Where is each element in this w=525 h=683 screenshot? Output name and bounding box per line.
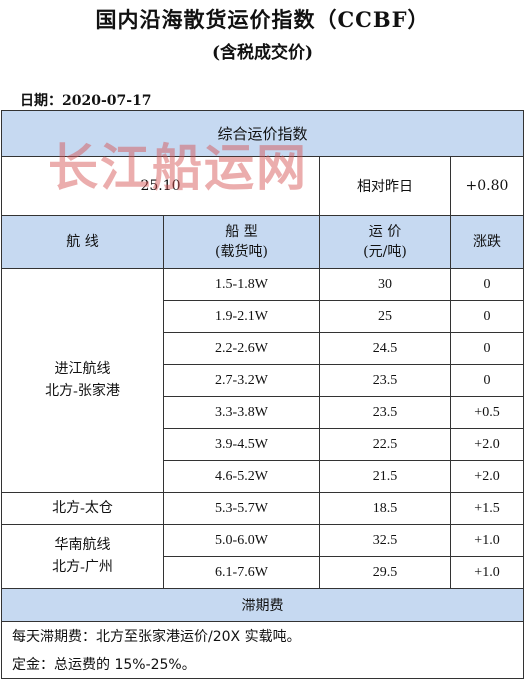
price-cell: 24.5 — [319, 332, 451, 365]
col-header-price-line2: (元/吨) — [363, 244, 407, 260]
table-row: 6.1-7.6W 29.5 +1.0 — [2, 556, 525, 589]
col-header-route: 航 线 — [1, 215, 164, 269]
price-cell: 30 — [319, 268, 451, 301]
route-name: 华南航线 — [54, 537, 111, 553]
change-cell: +1.0 — [449, 556, 525, 589]
deposit-note: 定金：总运费的 15%-25%。 — [0, 650, 525, 679]
ship-type-cell: 5.0-6.0W — [163, 524, 320, 557]
price-cell: 21.5 — [319, 460, 451, 493]
change-cell: 0 — [449, 268, 525, 301]
demurrage-banner: 滞期费 — [0, 588, 525, 622]
demurrage-note: 每天滞期费：北方至张家港运价/20X 实载吨。 — [0, 621, 525, 650]
col-header-ship-line2: (载货吨) — [215, 244, 268, 260]
index-value: 25.10 — [1, 156, 320, 216]
freight-index-table: 综合运价指数 25.10 相对昨日 +0.80 航 线 船 型 (载货吨) 运 … — [0, 110, 525, 679]
route-cell: 北方-太仓 — [1, 492, 164, 525]
ship-type-cell: 5.3-5.7W — [163, 492, 320, 525]
col-header-price: 运 价 (元/吨) — [319, 215, 451, 269]
ship-type-cell: 1.9-2.1W — [163, 300, 320, 333]
index-change: +0.80 — [449, 156, 525, 216]
index-compare-label: 相对昨日 — [319, 156, 451, 216]
deposit-note-row: 定金：总运费的 15%-25%。 — [0, 650, 525, 679]
demurrage-note-row: 每天滞期费：北方至张家港运价/20X 实载吨。 — [0, 621, 525, 650]
table-row: 1.9-2.1W 25 0 — [2, 300, 525, 333]
col-header-price-line1: 运 价 — [368, 224, 402, 240]
table-row: 北方-太仓 5.3-5.7W 18.5 +1.5 — [1, 492, 525, 525]
table-row: 2.7-3.2W 23.5 0 — [2, 364, 525, 397]
route-name: 进江航线 — [54, 361, 111, 377]
table-row: 进江航线 北方-张家港 1.5-1.8W 30 0 — [1, 268, 525, 493]
table-row: 华南航线 北方-广州 5.0-6.0W 32.5 +1.0 — [1, 524, 525, 589]
ship-type-cell: 4.6-5.2W — [163, 460, 320, 493]
route-cell: 华南航线北方-广州 — [1, 524, 164, 589]
change-cell: +2.0 — [449, 460, 525, 493]
index-value-row: 25.10 相对昨日 +0.80 — [1, 156, 525, 216]
ship-type-cell: 3.9-4.5W — [163, 428, 320, 461]
ship-type-cell: 2.2-2.6W — [163, 332, 320, 365]
change-cell: +0.5 — [449, 396, 525, 429]
col-header-change: 涨跌 — [449, 215, 525, 269]
price-cell: 29.5 — [319, 556, 451, 589]
ship-type-cell: 1.5-1.8W — [163, 268, 320, 301]
price-cell: 23.5 — [319, 364, 451, 397]
price-cell: 32.5 — [319, 524, 451, 557]
change-cell: +1.0 — [449, 524, 525, 557]
route-ports: 北方-广州 — [52, 559, 113, 575]
change-cell: 0 — [449, 364, 525, 397]
route-cell: 进江航线北方-张家港 — [1, 268, 164, 493]
change-cell: 0 — [449, 300, 525, 333]
price-cell: 25 — [319, 300, 451, 333]
ship-type-cell: 2.7-3.2W — [163, 364, 320, 397]
page-subtitle: (含税成交价) — [211, 43, 314, 63]
index-banner: 综合运价指数 — [0, 110, 525, 157]
table-row: 3.3-3.8W 23.5 +0.5 — [2, 396, 525, 429]
ship-type-cell: 6.1-7.6W — [163, 556, 320, 589]
table-row: 4.6-5.2W 21.5 +2.0 — [2, 460, 525, 493]
price-cell: 23.5 — [319, 396, 451, 429]
ship-type-cell: 3.3-3.8W — [163, 396, 320, 429]
index-banner-row: 综合运价指数 — [0, 110, 525, 157]
change-cell: 0 — [449, 332, 525, 365]
change-cell: +1.5 — [449, 492, 525, 525]
route-ports: 北方-张家港 — [45, 383, 120, 399]
col-header-ship-line1: 船 型 — [225, 224, 258, 240]
date-label: 日期：2020-07-17 — [20, 93, 152, 109]
demurrage-banner-row: 滞期费 — [0, 588, 525, 622]
price-cell: 22.5 — [319, 428, 451, 461]
route-name: 北方-太仓 — [52, 500, 113, 516]
col-header-ship: 船 型 (载货吨) — [163, 215, 320, 269]
price-cell: 18.5 — [319, 492, 451, 525]
page-title: 国内沿海散货运价指数（CCBF） — [95, 7, 430, 32]
table-row: 3.9-4.5W 22.5 +2.0 — [2, 428, 525, 461]
column-header-row: 航 线 船 型 (载货吨) 运 价 (元/吨) 涨跌 — [1, 215, 525, 269]
change-cell: +2.0 — [449, 428, 525, 461]
